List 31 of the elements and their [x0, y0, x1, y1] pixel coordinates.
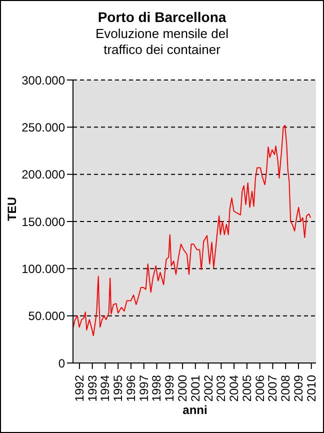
- y-tick-label: 100.000: [22, 262, 66, 276]
- y-tick-label: 300.000: [22, 73, 66, 88]
- x-tick-label: 1999: [162, 374, 177, 402]
- x-tick-label: 1998: [150, 374, 164, 402]
- x-tick-label: 1996: [124, 374, 138, 402]
- y-tick-label: 200.000: [22, 168, 66, 182]
- x-axis-title: anni: [182, 403, 208, 417]
- y-axis-title: TEU: [5, 197, 19, 221]
- y-tick-label: 0: [58, 356, 66, 370]
- x-tick-label: 1995: [111, 374, 126, 402]
- x-tick-label: 2003: [214, 374, 228, 402]
- x-tick-label: 2010: [304, 374, 318, 402]
- y-tick-label: 150.000: [22, 214, 66, 229]
- x-tick-label: 1992: [72, 374, 86, 402]
- x-tick-label: 1994: [98, 374, 112, 402]
- x-tick-label: 2008: [278, 374, 293, 402]
- x-tick-label: 1993: [85, 374, 100, 402]
- x-tick-label: 2002: [201, 374, 216, 402]
- x-tick-label: 2000: [176, 374, 190, 402]
- x-tick-label: 2007: [266, 374, 280, 402]
- x-tick-label: 2004: [227, 374, 242, 402]
- line-series: [73, 124, 312, 336]
- x-tick-label: 1997: [136, 374, 151, 402]
- chart-title: Porto di Barcellona: [96, 9, 228, 25]
- x-tick-label: 2001: [188, 374, 202, 402]
- x-tick-label: 2005: [240, 374, 254, 402]
- chart-subtitle: Evoluzione mensile del traffico dei container: [94, 26, 230, 58]
- x-tick-label: 2009: [291, 374, 306, 402]
- y-tick-label: 50.000: [28, 309, 66, 324]
- y-tick-label: 250.000: [22, 120, 66, 134]
- x-tick-label: 2006: [252, 374, 267, 402]
